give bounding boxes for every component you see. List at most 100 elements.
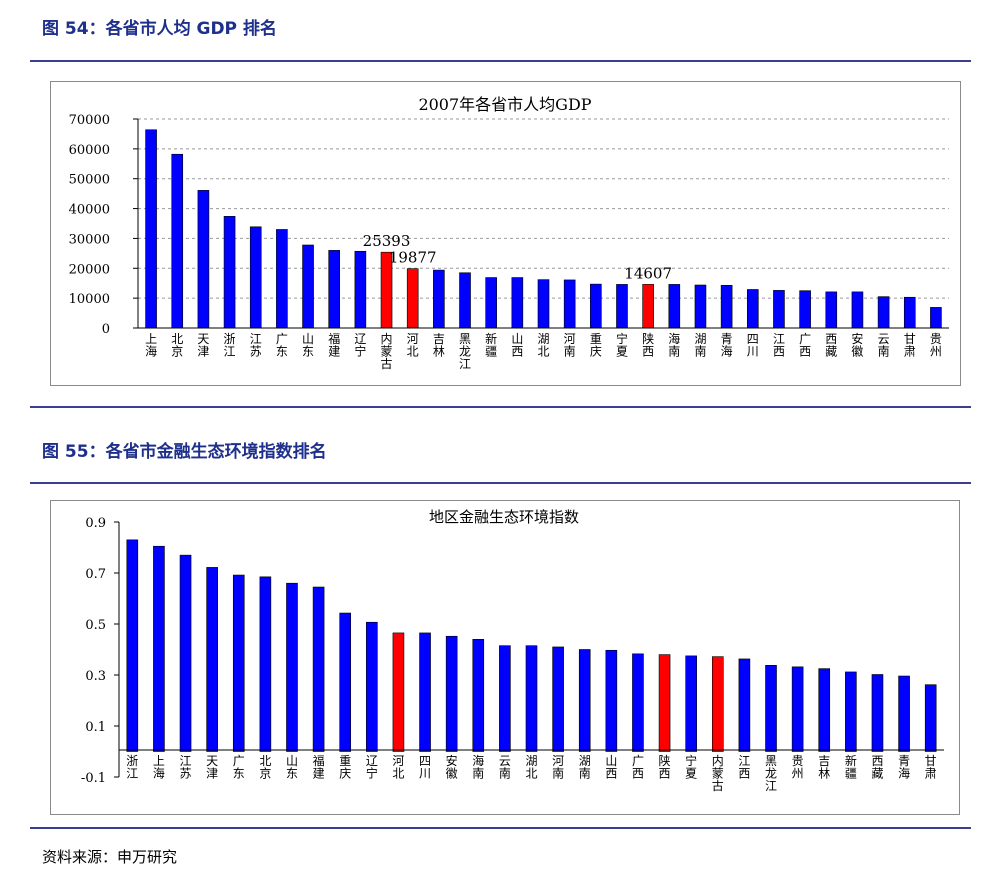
bar xyxy=(765,665,777,752)
bar xyxy=(511,277,524,329)
x-tick-label: 青海 xyxy=(721,332,733,359)
x-tick-label: 重庆 xyxy=(590,332,602,359)
x-tick-label: 黑龙江 xyxy=(459,332,471,371)
x-tick-label: 广西 xyxy=(632,754,644,781)
x-tick-label: 云南 xyxy=(499,754,511,781)
x-tick-label: 广东 xyxy=(233,754,245,781)
x-tick-label: 浙江 xyxy=(224,332,236,359)
gdp-per-capita-chart: 2007年各省市人均GDP 0 10000 20000 30000 40000 50000 6… xyxy=(69,95,949,371)
x-tick-label: 陕西 xyxy=(642,331,654,359)
y-tick-label: 10000 xyxy=(69,292,110,307)
x-tick-label: 浙江 xyxy=(126,754,138,781)
bar xyxy=(851,291,864,329)
x-tick-label: 河北 xyxy=(392,754,404,781)
bar xyxy=(871,674,884,752)
bar xyxy=(668,284,681,329)
x-tick-label: 上海 xyxy=(153,754,165,781)
bar xyxy=(845,671,857,752)
x-tick-label: 吉林 xyxy=(818,754,830,781)
bar xyxy=(171,153,184,329)
figure-54-caption: 图 54：各省市人均 GDP 排名 xyxy=(42,19,277,39)
x-tick-label: 天津 xyxy=(206,754,218,781)
bar xyxy=(197,190,210,329)
y-tick-label: 60000 xyxy=(69,143,110,158)
x-tick-label: 云南 xyxy=(878,332,890,359)
y-tick-label: 0.7 xyxy=(85,567,106,582)
bar xyxy=(791,666,804,752)
bar xyxy=(605,649,618,752)
bar xyxy=(366,621,378,752)
x-tick-label: 宁夏 xyxy=(685,753,697,781)
x-tick-label: 山西 xyxy=(605,754,617,781)
x-tick-label: 青海 xyxy=(898,754,910,781)
chart-title: 地区金融生态环境指数 xyxy=(429,508,579,526)
bar xyxy=(799,290,811,329)
y-tick-label: 50000 xyxy=(69,173,110,188)
y-tick-label: 0.5 xyxy=(85,618,106,633)
x-tick-label: 福建 xyxy=(313,753,325,781)
finance-chart-frame: 地区金融生态环境指数 -0.1 0.1 0.3 0.5 0.7 0.9 浙江 上海 江苏 天津 广东北… xyxy=(50,500,960,815)
x-tick-label: 广西 xyxy=(799,332,811,359)
bar xyxy=(694,284,707,329)
bar xyxy=(746,289,759,329)
divider xyxy=(30,482,971,484)
bar xyxy=(179,554,192,752)
bar xyxy=(720,285,733,329)
x-tick-label: 陕西 xyxy=(659,753,671,781)
x-tick-label: 江苏 xyxy=(180,754,192,781)
x-tick-label: 山东 xyxy=(302,332,314,359)
bar xyxy=(924,684,937,752)
financial-ecology-chart: 地区金融生态环境指数 -0.1 0.1 0.3 0.5 0.7 0.9 浙江上海江苏天津广东北… xyxy=(81,508,944,793)
bar xyxy=(259,576,272,752)
x-tick-label: 河南 xyxy=(552,754,564,781)
bar xyxy=(419,632,431,752)
bar xyxy=(406,268,419,329)
bar xyxy=(552,646,564,752)
y-tick-label: 30000 xyxy=(69,232,110,247)
bar xyxy=(232,574,245,752)
y-tick-label: 40000 xyxy=(69,203,110,218)
y-tick-label: 0.3 xyxy=(85,669,106,684)
bar xyxy=(392,632,405,752)
bar xyxy=(537,279,550,329)
x-tick-label: 黑龙江 xyxy=(765,754,777,793)
divider xyxy=(30,60,971,62)
x-tick-label: 江苏 xyxy=(250,332,262,359)
x-tick-label: 江西 xyxy=(773,332,785,359)
bar xyxy=(825,291,838,329)
bar xyxy=(818,668,831,752)
bar xyxy=(459,272,471,329)
x-tick-label: 新疆 xyxy=(485,331,497,359)
x-tick-label: 内蒙古 xyxy=(381,332,393,371)
y-tick-label: 70000 xyxy=(69,113,110,128)
bar xyxy=(249,226,262,329)
bar xyxy=(445,635,458,752)
x-tick-label: 海南 xyxy=(472,753,484,781)
y-tick-label: 0 xyxy=(102,322,110,337)
bar xyxy=(485,277,497,329)
bar xyxy=(903,296,916,329)
x-tick-label: 山西 xyxy=(511,332,523,359)
bar xyxy=(126,539,139,752)
bar xyxy=(223,216,236,329)
x-tick-label: 宁夏 xyxy=(616,331,628,359)
y-tick-label: 20000 xyxy=(69,262,110,277)
bar xyxy=(499,645,511,752)
y-tick-label: 0.9 xyxy=(85,516,106,531)
x-tick-label: 辽宁 xyxy=(354,332,366,359)
bar xyxy=(685,655,697,752)
bar xyxy=(738,658,751,752)
bar xyxy=(145,129,157,329)
bar xyxy=(590,283,602,329)
bar xyxy=(525,645,538,752)
x-tick-label: 湖南 xyxy=(579,753,591,781)
bar xyxy=(312,586,325,752)
bar xyxy=(433,269,445,329)
x-tick-label: 辽宁 xyxy=(366,754,378,781)
gdp-chart-frame: 2007年各省市人均GDP 0 10000 20000 30000 40000 50000 6… xyxy=(50,81,961,386)
x-tick-label: 四川 xyxy=(747,332,759,359)
source-note: 资料来源：申万研究 xyxy=(42,848,178,866)
x-tick-label: 安徽 xyxy=(851,331,863,359)
bar xyxy=(153,545,165,752)
x-tick-label: 湖南 xyxy=(694,331,706,359)
